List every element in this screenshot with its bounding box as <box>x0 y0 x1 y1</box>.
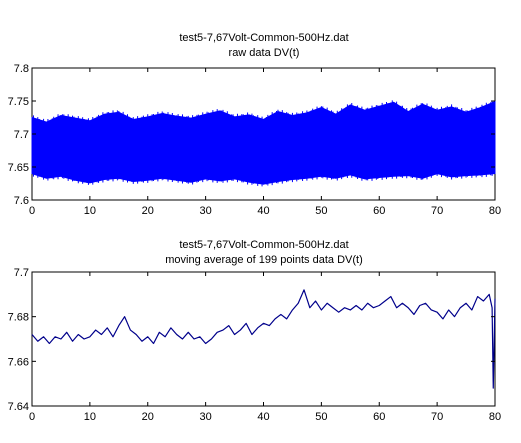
chart-bottom-title: test5-7,67Volt-Common-500Hz.dat <box>179 239 348 251</box>
chart-bottom-series <box>31 289 496 389</box>
chart-top-signal-oscillation <box>31 100 496 187</box>
chart-top-series <box>31 100 496 187</box>
chart-bottom-x-tick-label: 50 <box>315 411 327 423</box>
chart-top-subtitle: raw data DV(t) <box>229 47 300 59</box>
chart-top: test5-7,67Volt-Common-500Hz.dat raw data… <box>8 32 502 217</box>
chart-top-x-tick-label: 40 <box>257 205 269 217</box>
chart-top-y-tick-label: 7.7 <box>14 129 29 141</box>
chart-top-x-tick-label: 60 <box>373 205 385 217</box>
chart-bottom-x-tick-label: 30 <box>200 411 212 423</box>
chart-bottom-x-tick-label: 60 <box>373 411 385 423</box>
chart-top-x-tick-label: 0 <box>29 205 35 217</box>
chart-bottom-ticks: 0 10 20 30 40 50 60 70 80 7.64 7.66 7.68 7.7 <box>8 267 502 423</box>
chart-bottom-axes <box>31 271 496 407</box>
chart-top-y-tick-label: 7.75 <box>8 96 29 108</box>
chart-bottom-x-tick-label: 70 <box>431 411 443 423</box>
chart-bottom-x-tick-label: 20 <box>142 411 154 423</box>
chart-bottom-x-tick-label: 40 <box>257 411 269 423</box>
chart-top-y-tick-label: 7.65 <box>8 162 29 174</box>
chart-bottom-y-tick-label: 7.68 <box>8 312 29 324</box>
chart-bottom-subtitle: moving average of 199 points data DV(t) <box>165 254 363 266</box>
chart-top-x-tick-label: 50 <box>315 205 327 217</box>
chart-top-ticks: 0 10 20 30 40 50 60 70 80 7.6 7.65 7.7 7.75 7.8 <box>8 63 502 217</box>
chart-bottom-y-tick-label: 7.64 <box>8 401 29 413</box>
chart-top-y-tick-label: 7.6 <box>14 195 29 207</box>
chart-top-title: test5-7,67Volt-Common-500Hz.dat <box>179 32 348 44</box>
chart-bottom-x-tick-label: 0 <box>29 411 35 423</box>
chart-top-x-tick-label: 70 <box>431 205 443 217</box>
chart-top-x-tick-label: 80 <box>489 205 501 217</box>
chart-bottom: test5-7,67Volt-Common-500Hz.dat moving a… <box>8 239 502 423</box>
chart-bottom-x-tick-label: 80 <box>489 411 501 423</box>
chart-bottom-moving-average-line <box>31 289 496 389</box>
chart-top-x-tick-label: 30 <box>200 205 212 217</box>
chart-bottom-y-tick-label: 7.66 <box>8 356 29 368</box>
chart-top-x-tick-label: 10 <box>84 205 96 217</box>
chart-bottom-x-tick-label: 10 <box>84 411 96 423</box>
chart-top-x-tick-label: 20 <box>142 205 154 217</box>
chart-bottom-y-tick-label: 7.7 <box>14 267 29 279</box>
chart-top-y-tick-label: 7.8 <box>14 63 29 75</box>
